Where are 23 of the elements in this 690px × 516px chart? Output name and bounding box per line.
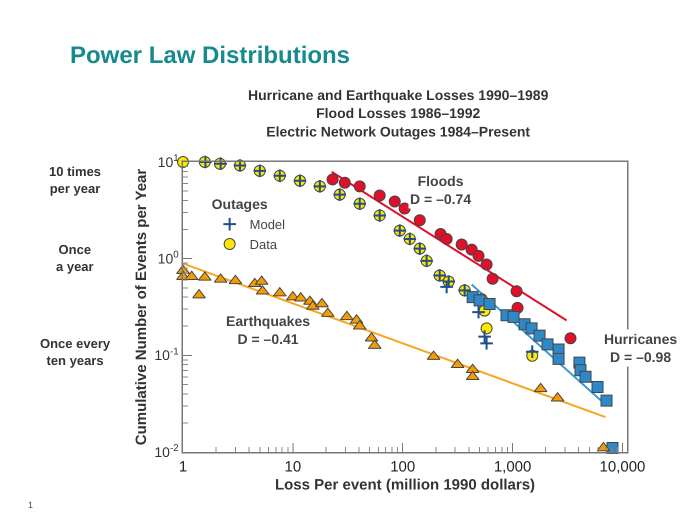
chart-title: Power Law Distributions	[70, 42, 350, 69]
chart-subtitle: Hurricane and Earthquake Losses 1990–1989 Flood Losses 1986–1992 Electric Network Outages 1984–Present	[248, 87, 549, 140]
legend-title: Outages	[212, 196, 268, 212]
text: Once a year	[56, 242, 94, 274]
legend-label: Data	[250, 237, 278, 252]
x-tick-label: 10	[284, 458, 302, 476]
x-tick-label: 1	[178, 458, 188, 476]
annotation: Floods D = –0.74	[410, 173, 472, 208]
annotation: Hurricanes D = –0.98	[604, 331, 678, 366]
y-tick-label: 10$^{-2}$	[154, 443, 179, 460]
x-axis-title: Loss Per event (million 1990 dollars)	[274, 476, 536, 494]
x-tick-label: 1,000	[494, 458, 532, 476]
text: 10 times per year	[49, 164, 102, 196]
y-tick-label: 10$^{0}$	[158, 250, 180, 267]
y-tick-label: 10$^{-1}$	[154, 346, 179, 364]
annotation: Earthquakes D = –0.41	[226, 313, 310, 348]
y-tick-label: 10$^{1}$	[158, 153, 179, 170]
x-tick-label: 10,000	[600, 458, 646, 476]
legend-label: Model	[250, 217, 286, 232]
y-axis-title: Cumulative Number of Events per Year	[132, 168, 150, 446]
x-tick-label: 100	[390, 458, 416, 476]
text: Once every ten years	[40, 336, 111, 368]
text: 1	[28, 500, 34, 510]
